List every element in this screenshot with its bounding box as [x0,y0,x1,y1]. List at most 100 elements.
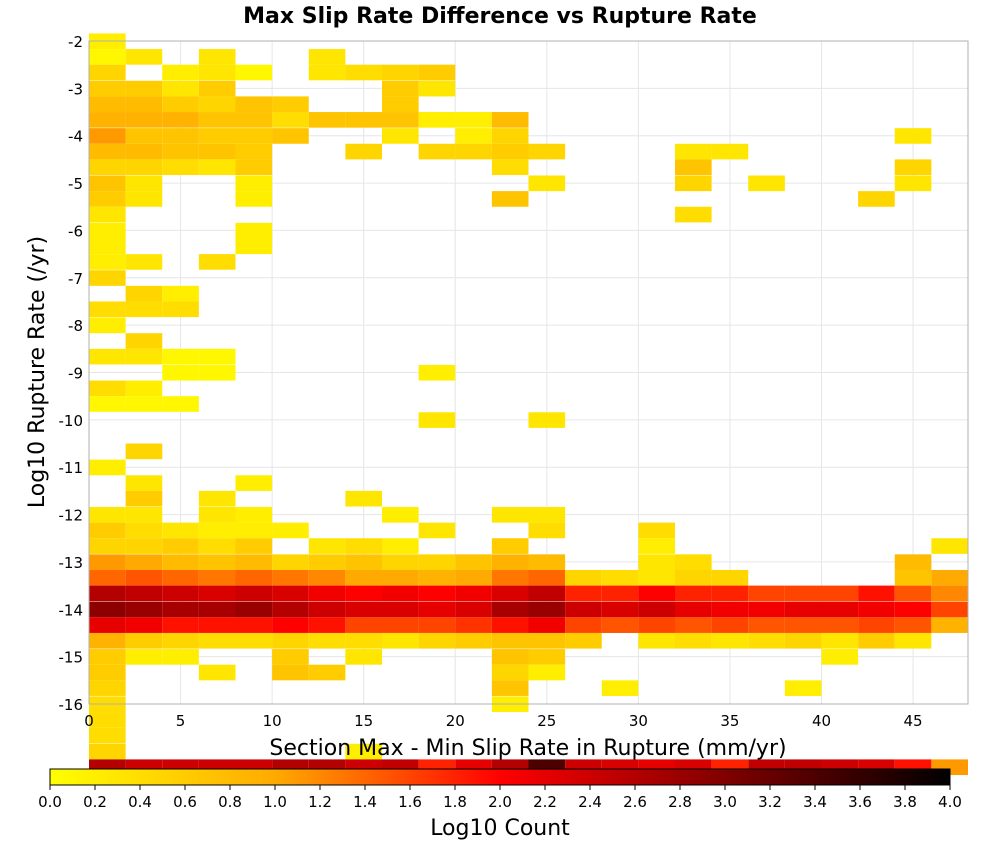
heatmap-cell [162,569,199,586]
heatmap-cell [455,143,492,160]
colorbar [49,768,951,786]
heatmap-cell [345,569,382,586]
heatmap-cell [491,554,529,570]
heatmap-cell [528,664,566,681]
heatmap-cell [601,617,639,633]
heatmap-cell [125,601,163,618]
y-tick-label: -8 [68,317,83,335]
heatmap-cell [894,554,932,570]
heatmap-cell [308,554,346,570]
heatmap-cell [638,601,675,618]
heatmap-cell [528,585,566,602]
y-tick-label: -2 [68,33,83,51]
x-tick-label: 15 [354,712,373,730]
heatmap-cell [382,96,419,113]
heatmap-cell [89,506,126,523]
heatmap-cell [89,569,126,586]
heatmap-cell [821,585,859,602]
heatmap-cell [345,490,382,507]
heatmap-cell [345,143,382,160]
heatmap-cell [272,617,309,633]
y-tick-label: -3 [68,80,83,98]
heatmap-cell [125,175,163,192]
x-tick-label: 40 [812,712,831,730]
heatmap-cell [894,632,932,649]
heatmap-cell [162,522,199,539]
heatmap-cell [272,601,309,618]
heatmap-cell [235,96,273,113]
heatmap-cell [125,649,163,665]
heatmap-cell [125,443,163,460]
heatmap-cell [89,743,126,760]
heatmap-cell [675,569,712,586]
heatmap-cell [89,459,126,476]
x-tick-label: 25 [537,712,556,730]
heatmap-cell [198,159,236,176]
heatmap-cell [89,64,126,81]
heatmap-cell [89,649,126,665]
heatmap-cell [345,64,382,81]
heatmap-cell [528,143,566,160]
y-tick-label: -4 [68,128,83,146]
heatmap-cell [601,585,639,602]
heatmap-cell [382,80,419,97]
heatmap-cell [125,554,163,570]
heatmap-cell [198,632,236,649]
heatmap-cell [382,617,419,633]
heatmap-cell [711,585,749,602]
heatmap-cell [198,64,236,81]
heatmap-cell [528,569,566,586]
heatmap-cell [162,601,199,618]
heatmap-cell [784,617,822,633]
heatmap-cell [125,159,163,176]
heatmap-cell [162,112,199,128]
heatmap-cell [125,285,163,302]
heatmap-cell [235,238,273,255]
heatmap-cell [455,585,492,602]
colorbar-tick-label: 1.4 [353,793,377,811]
heatmap-cell [418,617,456,633]
heatmap-cell [345,617,382,633]
heatmap-cell [89,680,126,696]
heatmap-cell [491,159,529,176]
heatmap-cell [748,601,785,618]
heatmap-cell [272,632,309,649]
heatmap-cell [162,554,199,570]
heatmap-cell [491,680,529,696]
heatmap-cell [711,143,749,160]
heatmap-cell [382,64,419,81]
y-axis-label: Log10 Rupture Rate (/yr) [25,236,50,508]
heatmap-cell [198,80,236,97]
heatmap-cell [235,64,273,81]
heatmap-cell [198,538,236,554]
y-tick-label: -12 [59,507,84,525]
heatmap-cell [491,112,529,128]
heatmap-cell [528,632,566,649]
heatmap-cell [821,617,859,633]
heatmap-cell [125,396,163,412]
heatmap-cell [125,475,163,491]
heatmap-cell [418,64,456,81]
heatmap-cell [455,601,492,618]
heatmap-cell [308,601,346,618]
heatmap-cell [382,601,419,618]
heatmap-cell [198,112,236,128]
heatmap-cell [565,569,602,586]
heatmap-cell [89,270,126,286]
heatmap-cell [89,585,126,602]
heatmap-cell [235,522,273,539]
y-tick-label: -14 [59,601,84,619]
heatmap-cell [198,490,236,507]
heatmap-cell [162,538,199,554]
heatmap-cell [89,80,126,97]
heatmap-cell [198,617,236,633]
heatmap-cell [675,554,712,570]
heatmap-cell [528,617,566,633]
heatmap-cell [162,64,199,81]
heatmap-cell [89,206,126,223]
colorbar-tick-label: 0.2 [83,793,107,811]
heatmap-cell [345,585,382,602]
heatmap-cell [125,143,163,160]
heatmap-cell [418,143,456,160]
heatmap-cell [125,254,163,270]
